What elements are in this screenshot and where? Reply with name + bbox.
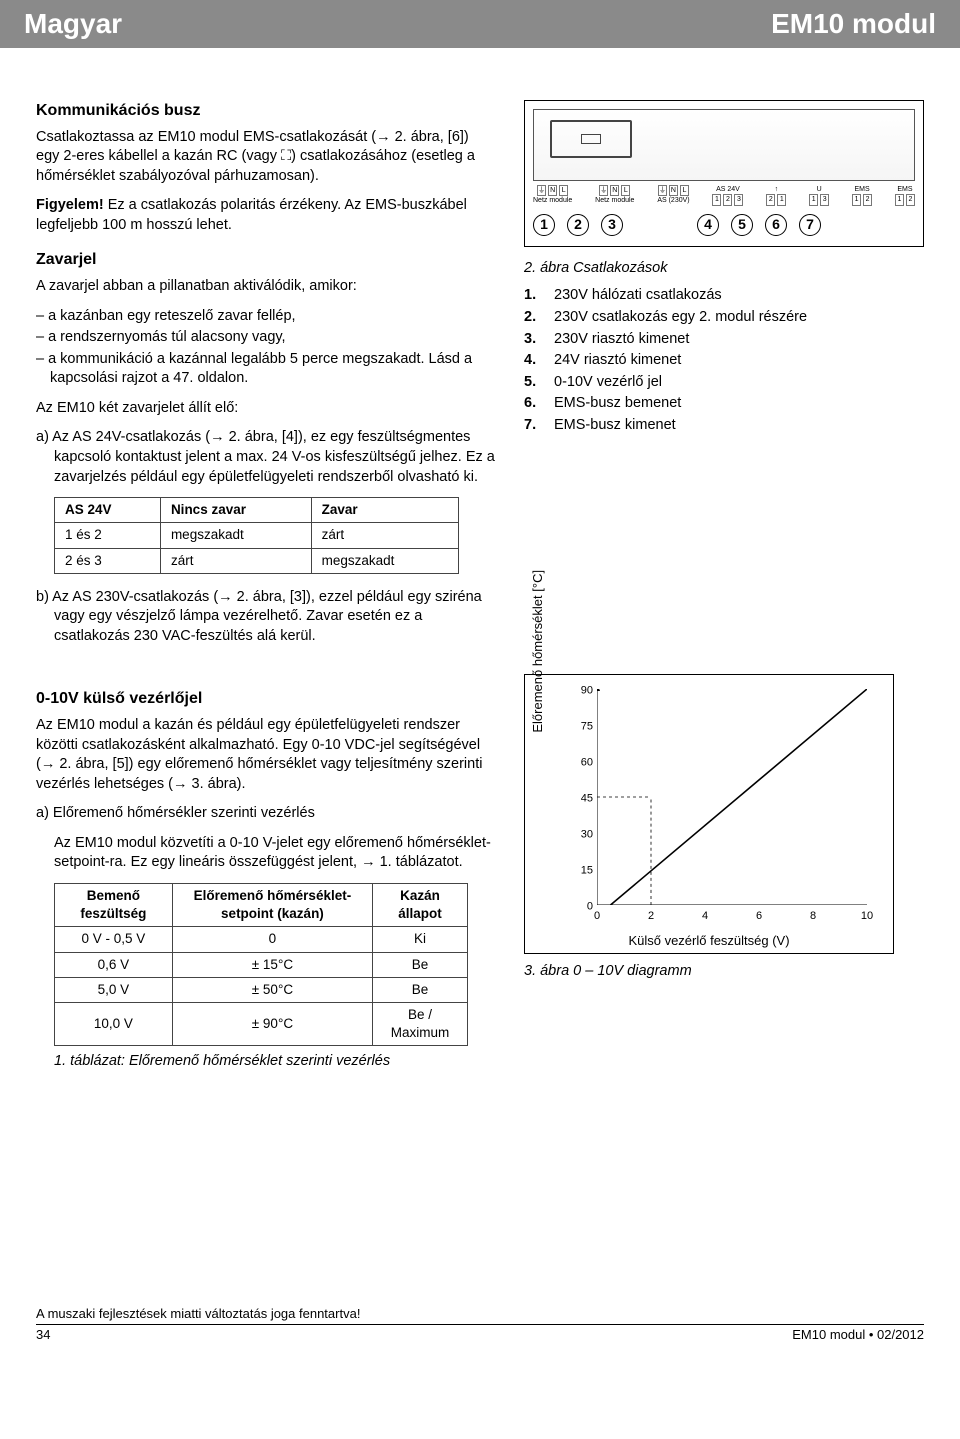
chart-svg bbox=[597, 689, 867, 905]
zavar-post: Az EM10 két zavarjelet állít elő: bbox=[36, 399, 496, 419]
comm-body2: Figyelem! Ez a csatlakozás polaritás érz… bbox=[36, 196, 496, 235]
page-footer: 34 EM10 modul • 02/2012 bbox=[36, 1324, 924, 1342]
module-illustration bbox=[533, 109, 915, 181]
zavar-intro: A zavarjel abban a pillanatban aktiválód… bbox=[36, 277, 496, 297]
bubble: 6 bbox=[765, 214, 787, 236]
table-header-row: Bemenő feszültség Előremenő hőmérséklet-… bbox=[55, 883, 468, 926]
header-right: EM10 modul bbox=[771, 8, 936, 40]
bubble: 1 bbox=[533, 214, 555, 236]
bubble: 7 bbox=[799, 214, 821, 236]
zavar-abc: a) Az AS 24V-csatlakozás (→ 2. ábra, [4]… bbox=[36, 428, 496, 487]
table-row: 2 és 3 zárt megszakadt bbox=[55, 548, 459, 573]
v010-a-label: a) Előremenő hőmérsékler szerinti vezérl… bbox=[36, 804, 496, 824]
th: Zavar bbox=[311, 498, 458, 523]
doc-id: EM10 modul • 02/2012 bbox=[792, 1327, 924, 1342]
table-setpoint: Bemenő feszültség Előremenő hőmérséklet-… bbox=[54, 883, 468, 1047]
two-column-layout: Kommunikációs busz Csatlakoztassa az EM1… bbox=[36, 100, 924, 656]
zavar-item: a rendszernyomás túl alacsony vagy, bbox=[36, 328, 496, 348]
bubble: 5 bbox=[731, 214, 753, 236]
zavar-b: b) Az AS 230V-csatlakozás (→ 2. ábra, [3… bbox=[36, 588, 496, 647]
left-0-10v: 0-10V külső vezérlőjel Az EM10 modul a k… bbox=[36, 674, 496, 1080]
left-column: Kommunikációs busz Csatlakoztassa az EM1… bbox=[36, 100, 496, 656]
footer-disclaimer: A muszaki fejlesztések miatti változtatá… bbox=[36, 1300, 924, 1321]
bubble: 4 bbox=[697, 214, 719, 236]
section-title-zavar: Zavarjel bbox=[36, 249, 496, 271]
th: AS 24V bbox=[55, 498, 161, 523]
zavar-a: a) Az AS 24V-csatlakozás (→ 2. ábra, [4]… bbox=[36, 428, 496, 487]
section-title-010v: 0-10V külső vezérlőjel bbox=[36, 688, 496, 710]
comm-body1: Csatlakoztassa az EM10 modul EMS-csatlak… bbox=[36, 128, 496, 187]
comm-bold: Figyelem! bbox=[36, 197, 104, 213]
fig2-legend: 1.230V hálózati csatlakozás 2.230V csatl… bbox=[524, 286, 924, 435]
bubble: 2 bbox=[567, 214, 589, 236]
table-header-row: AS 24V Nincs zavar Zavar bbox=[55, 498, 459, 523]
figure-2-diagram: ⏚NLNetz module ⏚NLNetz module ⏚NLAS (230… bbox=[524, 100, 924, 247]
zavar-abc2: b) Az AS 230V-csatlakozás (→ 2. ábra, [3… bbox=[36, 588, 496, 647]
page-header: Magyar EM10 modul bbox=[0, 0, 960, 48]
callout-bubbles: 1 2 3 4 5 6 7 bbox=[533, 214, 915, 236]
v010-a-body: Az EM10 modul közvetíti a 0-10 V-jelet e… bbox=[36, 834, 496, 873]
page-number: 34 bbox=[36, 1327, 50, 1342]
fig3-caption: 3. ábra 0 – 10V diagramm bbox=[524, 962, 924, 982]
row-0-10v: 0-10V külső vezérlőjel Az EM10 modul a k… bbox=[36, 674, 924, 1080]
header-left: Magyar bbox=[24, 8, 122, 40]
right-chart-column: Előremenő hőmérséklet [°C] Külső vezérlő… bbox=[524, 674, 924, 1080]
module-slot bbox=[550, 120, 632, 158]
zavar-item: a kazánban egy reteszelő zavar fellép, bbox=[36, 307, 496, 327]
fig2-caption: 2. ábra Csatlakozások bbox=[524, 259, 924, 279]
table2-caption: 1. táblázat: Előremenő hőmérséklet szeri… bbox=[54, 1052, 496, 1072]
right-column: ⏚NLNetz module ⏚NLNetz module ⏚NLAS (230… bbox=[524, 100, 924, 656]
page-body: Kommunikációs busz Csatlakoztassa az EM1… bbox=[0, 48, 960, 1354]
chart-plot-area bbox=[597, 689, 867, 905]
section-title-comm: Kommunikációs busz bbox=[36, 100, 496, 122]
bubble: 3 bbox=[601, 214, 623, 236]
th: Nincs zavar bbox=[160, 498, 311, 523]
chart-ylabel: Előremenő hőmérséklet [°C] bbox=[529, 570, 547, 733]
chart-0-10v: Előremenő hőmérséklet [°C] Külső vezérlő… bbox=[524, 674, 894, 954]
terminal-strip: ⏚NLNetz module ⏚NLNetz module ⏚NLAS (230… bbox=[533, 185, 915, 206]
table-as24v: AS 24V Nincs zavar Zavar 1 és 2 megszaka… bbox=[54, 497, 459, 574]
table-row: 1 és 2 megszakadt zárt bbox=[55, 523, 459, 548]
v010-p1: Az EM10 modul a kazán és például egy épü… bbox=[36, 716, 496, 794]
zavar-list: a kazánban egy reteszelő zavar fellép, a… bbox=[36, 307, 496, 389]
chart-xlabel: Külső vezérlő feszültség (V) bbox=[525, 932, 893, 950]
zavar-item: a kommunikáció a kazánnal legalább 5 per… bbox=[36, 350, 496, 389]
